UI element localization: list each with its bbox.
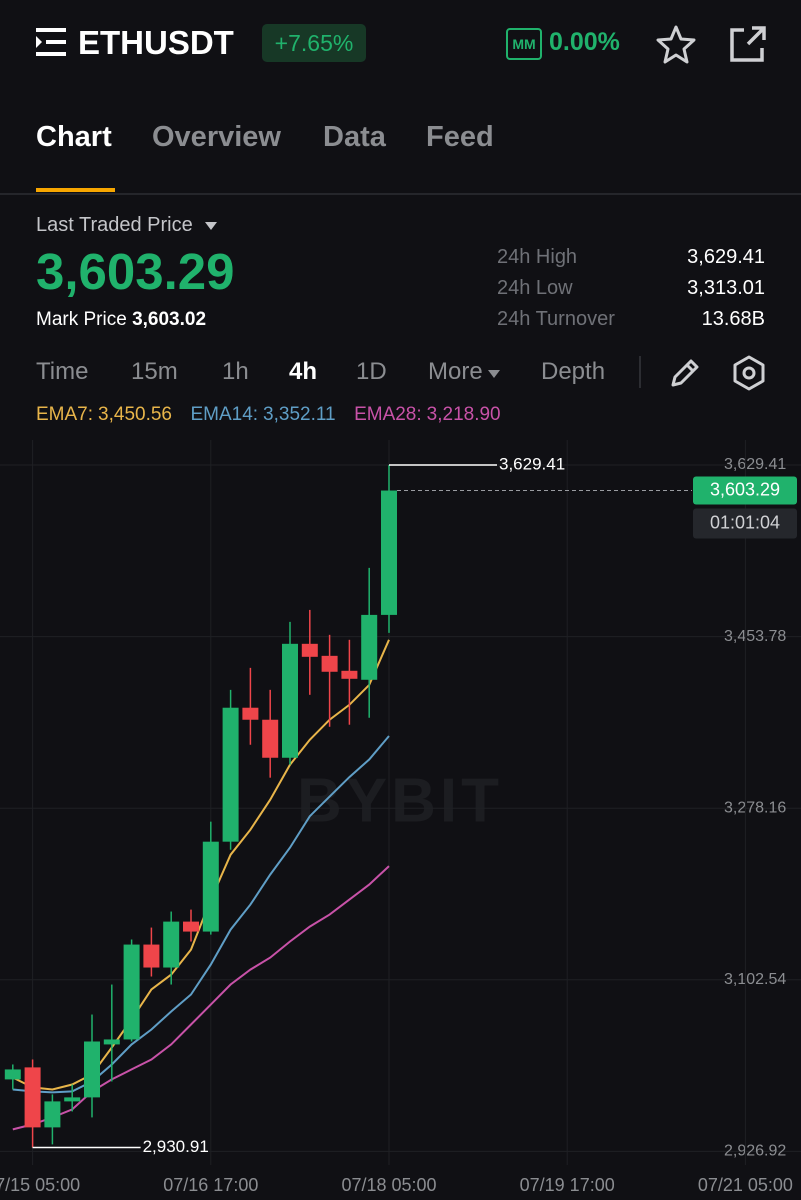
y-tick-label: 3,453.78 (724, 628, 786, 645)
ema-legend: EMA73,450.56 EMA143,352.11 EMA283,218.90 (36, 404, 515, 426)
change-badge: +7.65% (262, 24, 366, 62)
candle-body (361, 614, 378, 680)
share-icon[interactable] (728, 26, 768, 64)
favorite-icon[interactable] (655, 24, 697, 64)
candle-body (222, 707, 239, 842)
legend-value: 3,450.56 (98, 404, 172, 425)
symbol[interactable]: ETHUSDT (78, 24, 234, 61)
legend-entry: EMA283,218.90 (354, 404, 501, 425)
candle-body (24, 1067, 41, 1128)
price-type: Last Traded Price (36, 214, 193, 236)
price-tag (693, 476, 797, 505)
candle-body (321, 655, 338, 672)
tab[interactable]: Chart (36, 121, 112, 153)
x-tick-label: 07/21 05:00 (698, 1175, 793, 1195)
price-tag-label: 3,603.29 (710, 479, 780, 499)
legend-name: EMA28 (354, 404, 422, 425)
annotation-label: 3,629.41 (499, 454, 565, 473)
annotation-label: 2,930.91 (143, 1137, 209, 1156)
stat-value: 3,313.01 (687, 277, 765, 299)
candle-body (301, 643, 318, 657)
candle-body (143, 944, 160, 968)
candle-body (44, 1101, 61, 1128)
candle-body (242, 707, 259, 720)
candle-body (103, 1039, 120, 1045)
mm-ratio[interactable]: 0.00% (549, 28, 620, 56)
ema-line (12, 865, 390, 1131)
menu-icon[interactable] (36, 28, 68, 56)
y-tick-label: 2,926.92 (724, 1143, 786, 1160)
stat-label: 24h Low (497, 277, 573, 299)
candle-body (183, 921, 199, 932)
legend-name: EMA14 (190, 404, 258, 425)
mark-value: 3,603.02 (132, 309, 207, 330)
candle-body (64, 1097, 81, 1102)
y-tick-label: 3,278.16 (724, 799, 786, 816)
tab-indicator (36, 188, 115, 192)
countdown-tag (693, 508, 797, 539)
legend-value: 3,218.90 (426, 404, 501, 425)
countdown-label: 01:01:04 (710, 512, 780, 532)
price-type-label[interactable]: Last Traded Price (36, 214, 218, 237)
watermark: BYBIT (297, 766, 503, 835)
candle-body (123, 944, 140, 1040)
draw-icon[interactable] (668, 356, 702, 390)
interval[interactable]: 4h (289, 358, 318, 385)
candle-body (282, 643, 298, 758)
dropdown-icon (205, 222, 218, 230)
stat-label: 24h High (497, 246, 578, 268)
ema-line (12, 639, 390, 1091)
more-menu[interactable]: More (428, 358, 501, 386)
stat-value: 13.68B (701, 308, 765, 330)
mark-price: Mark Price 3,603.02 (36, 309, 206, 331)
more-label: More (428, 358, 483, 385)
candle-body (84, 1041, 100, 1098)
x-tick-label: 07/15 05:00 (0, 1175, 80, 1195)
tab[interactable]: Data (323, 121, 386, 153)
depth[interactable]: Depth (541, 358, 606, 385)
legend-entry: EMA73,450.56 (36, 404, 172, 425)
interval[interactable]: 15m (131, 358, 178, 385)
candle-body (341, 670, 358, 679)
mm-badge[interactable]: MM (506, 28, 542, 60)
candle-body (4, 1069, 21, 1080)
stat-value: 3,629.41 (687, 246, 765, 268)
stat-label: 24h Turnover (497, 308, 615, 330)
legend-value: 3,352.11 (263, 404, 336, 425)
x-tick-label: 07/18 05:00 (341, 1175, 436, 1195)
x-tick-label: 07/19 17:00 (520, 1175, 615, 1195)
tab[interactable]: Overview (152, 121, 281, 153)
tab[interactable]: Feed (426, 121, 494, 153)
last-price: 3,603.29 (36, 243, 235, 300)
candle-body (381, 490, 397, 615)
y-tick-label: 3,629.41 (724, 456, 786, 473)
candle-body (262, 719, 279, 758)
dropdown-icon (487, 370, 500, 378)
interval[interactable]: 1D (356, 358, 387, 385)
interval[interactable]: 1h (222, 358, 249, 385)
legend-entry: EMA143,352.11 (190, 404, 335, 425)
x-tick-label: 07/16 17:00 (163, 1175, 258, 1195)
mark-label: Mark Price (36, 309, 127, 330)
settings-icon[interactable] (731, 355, 767, 391)
ema-line (12, 735, 390, 1094)
separator (639, 356, 641, 388)
candle-body (163, 921, 180, 968)
candle-body (202, 841, 219, 932)
legend-name: EMA7 (36, 404, 93, 425)
y-tick-label: 3,102.54 (724, 971, 786, 988)
divider (0, 193, 801, 195)
interval[interactable]: Time (36, 358, 89, 385)
